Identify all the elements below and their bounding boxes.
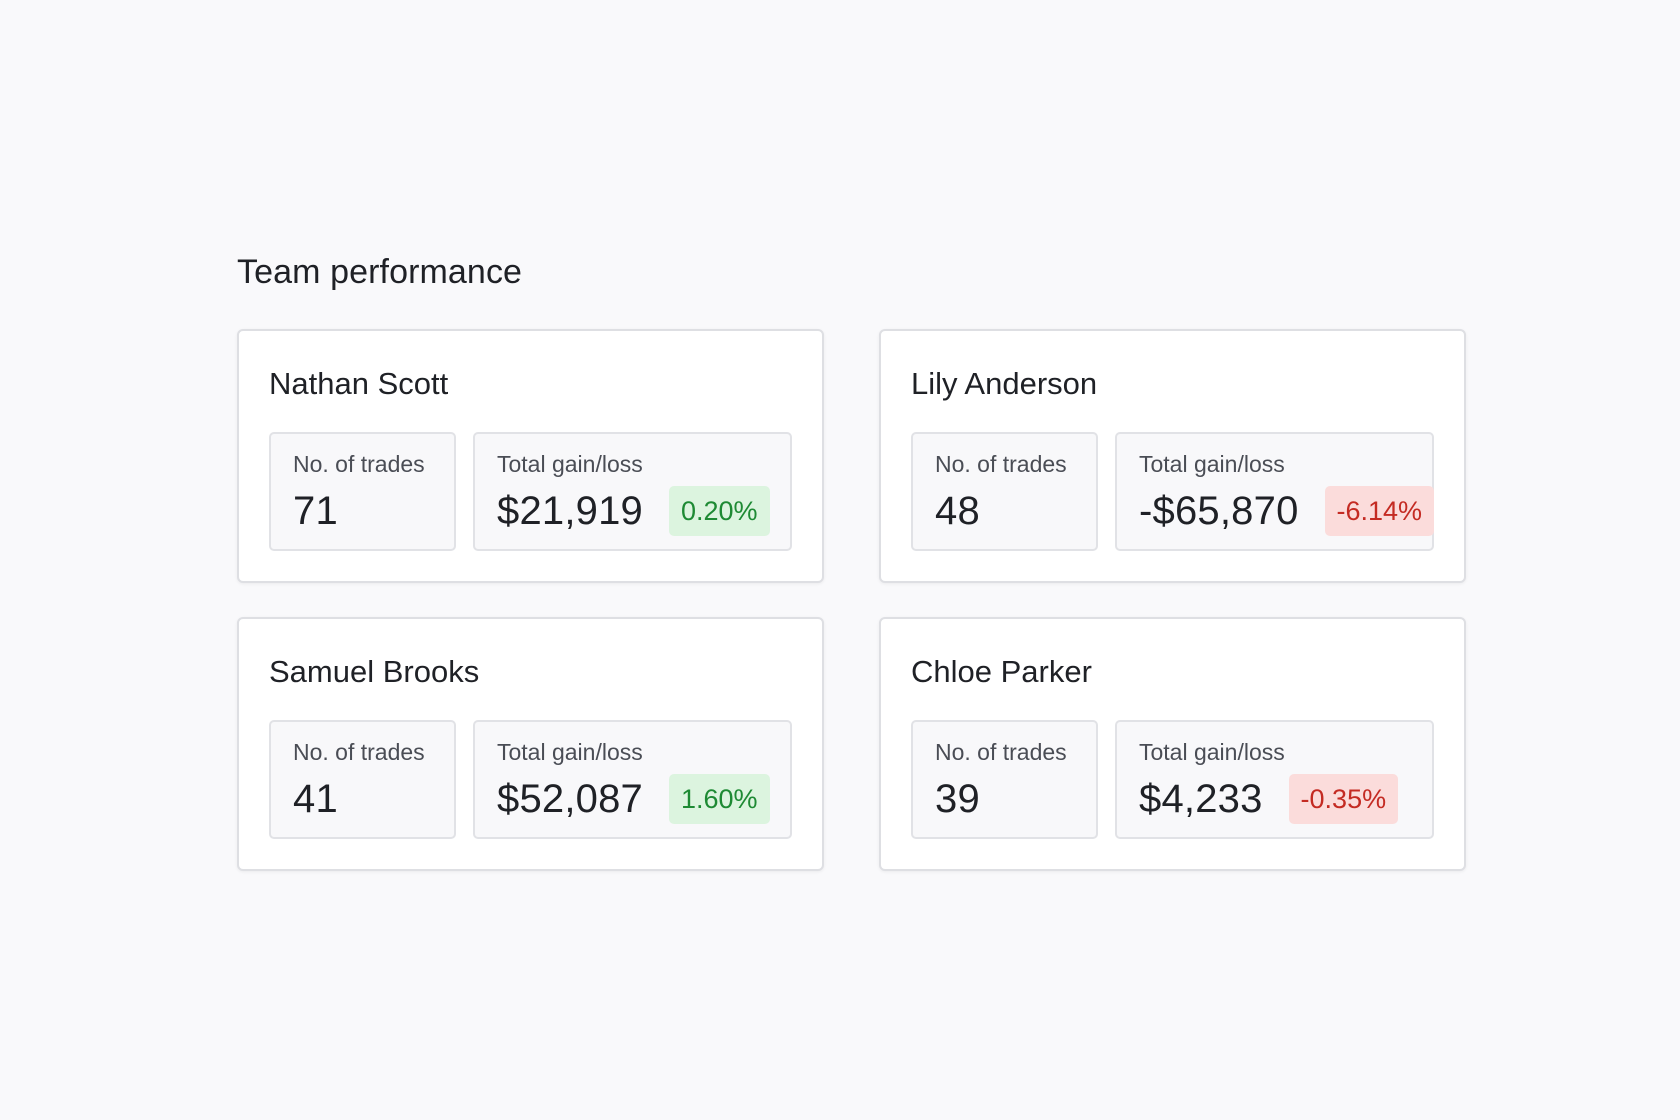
trades-stat: No. of trades 71: [269, 432, 456, 551]
member-card: Lily Anderson No. of trades 48 Total gai…: [879, 329, 1466, 583]
gain-stat: Total gain/loss $4,233 -0.35%: [1115, 720, 1434, 839]
gain-label: Total gain/loss: [1139, 451, 1285, 477]
member-stats: No. of trades 41 Total gain/loss $52,087…: [269, 720, 792, 839]
gain-label: Total gain/loss: [1139, 739, 1285, 765]
trades-stat: No. of trades 41: [269, 720, 456, 839]
member-name: Samuel Brooks: [269, 654, 480, 689]
member-name: Chloe Parker: [911, 654, 1092, 689]
gain-label: Total gain/loss: [497, 739, 643, 765]
trades-value: 71: [293, 489, 338, 533]
gain-value: $4,233: [1139, 777, 1263, 821]
gain-label: Total gain/loss: [497, 451, 643, 477]
team-performance-section: Team performance Nathan Scott No. of tra…: [237, 250, 1466, 871]
trades-stat: No. of trades 48: [911, 432, 1098, 551]
trades-stat: No. of trades 39: [911, 720, 1098, 839]
member-name: Nathan Scott: [269, 366, 449, 401]
member-card: Samuel Brooks No. of trades 41 Total gai…: [237, 617, 824, 871]
gain-value: $21,919: [497, 489, 643, 533]
trades-label: No. of trades: [935, 739, 1067, 765]
change-badge: 0.20%: [669, 486, 770, 536]
trades-value: 39: [935, 777, 980, 821]
change-badge: -0.35%: [1288, 774, 1399, 824]
member-card: Chloe Parker No. of trades 39 Total gain…: [879, 617, 1466, 871]
change-badge: -6.14%: [1324, 486, 1435, 536]
trades-value: 41: [293, 777, 338, 821]
change-badge: 1.60%: [669, 774, 770, 824]
member-stats: No. of trades 39 Total gain/loss $4,233 …: [911, 720, 1434, 839]
member-stats: No. of trades 48 Total gain/loss -$65,87…: [911, 432, 1435, 551]
trades-value: 48: [935, 489, 980, 533]
gain-value: $52,087: [497, 777, 643, 821]
gain-stat: Total gain/loss $21,919 0.20%: [473, 432, 792, 551]
trades-label: No. of trades: [935, 451, 1067, 477]
member-stats: No. of trades 71 Total gain/loss $21,919…: [269, 432, 792, 551]
trades-label: No. of trades: [293, 451, 425, 477]
section-title: Team performance: [237, 253, 523, 291]
trades-label: No. of trades: [293, 739, 425, 765]
gain-stat: Total gain/loss $52,087 1.60%: [473, 720, 792, 839]
member-name: Lily Anderson: [911, 366, 1098, 401]
member-grid: Nathan Scott No. of trades 71 Total gain…: [237, 329, 1466, 871]
gain-value: -$65,870: [1139, 489, 1299, 533]
gain-stat: Total gain/loss -$65,870 -6.14%: [1115, 432, 1435, 551]
member-card: Nathan Scott No. of trades 71 Total gain…: [237, 329, 824, 583]
